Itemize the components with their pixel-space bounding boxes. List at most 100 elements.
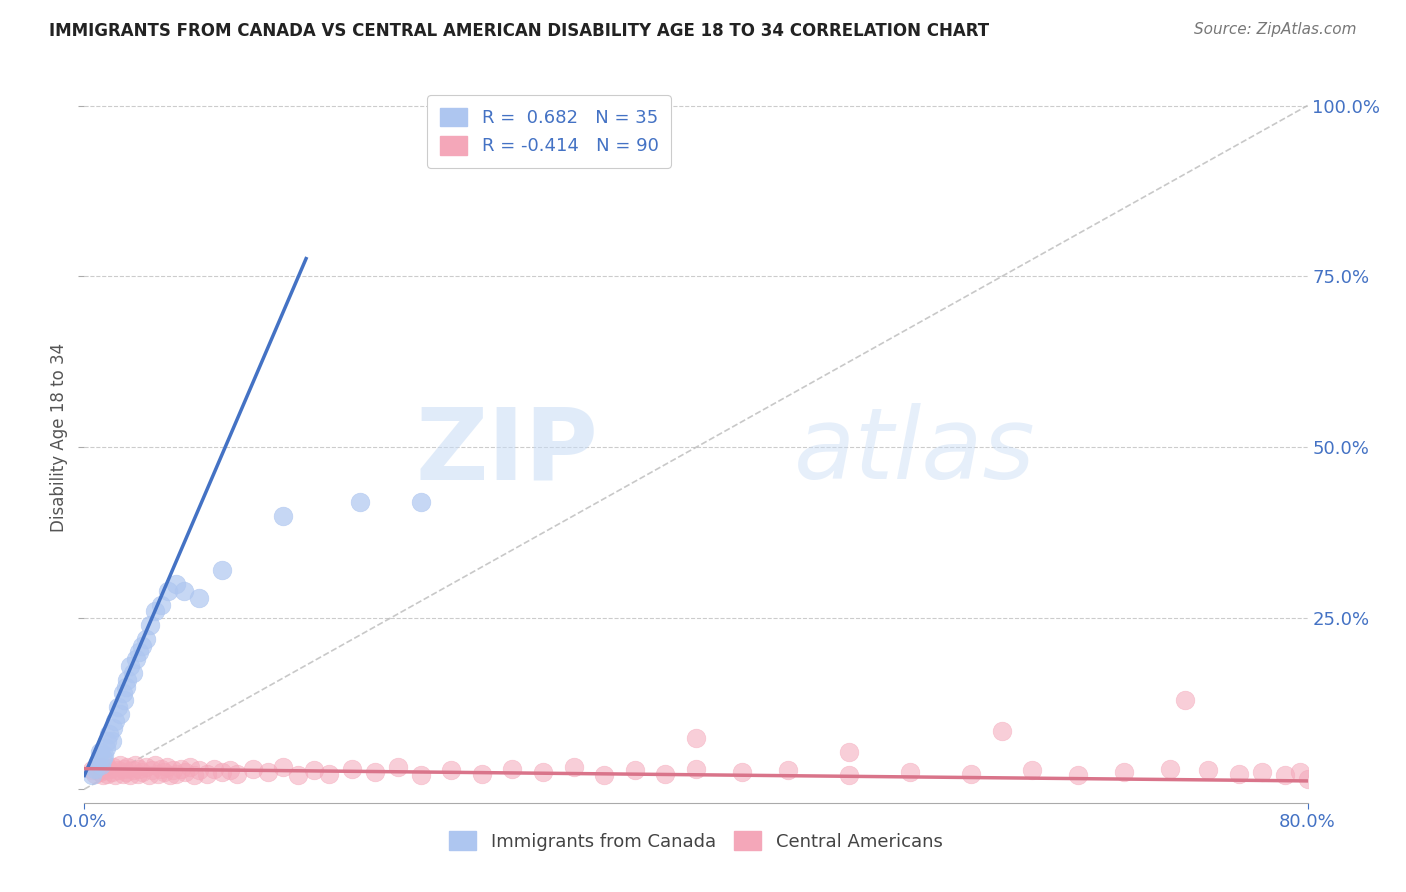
Point (80, 768, 103, 782)
Point (122, 763, 145, 777)
Point (103, 760, 125, 774)
Point (111, 686, 134, 700)
Point (97, 727, 120, 741)
Text: IMMIGRANTS FROM CANADA VS CENTRAL AMERICAN DISABILITY AGE 18 TO 34 CORRELATION C: IMMIGRANTS FROM CANADA VS CENTRAL AMERIC… (49, 22, 990, 40)
Point (409, 768, 432, 782)
Point (87, 762, 110, 776)
Point (159, 768, 181, 782)
Point (226, 767, 249, 781)
Point (188, 763, 211, 777)
Point (188, 591, 211, 605)
Point (89, 745, 111, 759)
Point (173, 583, 195, 598)
Point (153, 765, 176, 780)
Point (143, 758, 166, 772)
Point (340, 762, 363, 776)
Point (271, 760, 294, 774)
Point (120, 768, 142, 782)
Point (211, 563, 233, 577)
Point (1274, 768, 1296, 782)
Point (195, 767, 218, 781)
Point (131, 639, 153, 653)
Point (149, 762, 172, 776)
Point (991, 724, 1014, 739)
Text: atlas: atlas (794, 403, 1035, 500)
Point (1159, 762, 1181, 776)
Text: ZIP: ZIP (415, 403, 598, 500)
Point (257, 765, 280, 780)
Point (93, 763, 115, 777)
Point (349, 495, 371, 509)
Point (90, 760, 112, 774)
Point (502, 762, 524, 776)
Point (125, 652, 148, 666)
Point (302, 763, 325, 777)
Point (531, 765, 554, 780)
Point (242, 762, 264, 776)
Point (94, 758, 117, 772)
Point (94, 741, 117, 756)
Point (96, 734, 118, 748)
Point (128, 645, 150, 659)
Point (1174, 693, 1197, 707)
Point (1227, 767, 1250, 781)
Y-axis label: Disability Age 18 to 34: Disability Age 18 to 34 (49, 343, 67, 532)
Point (107, 700, 129, 714)
Point (128, 762, 150, 776)
Point (108, 758, 131, 772)
Point (87, 755, 110, 769)
Point (90, 758, 112, 772)
Point (202, 762, 225, 776)
Point (84, 762, 107, 776)
Point (139, 618, 162, 632)
Point (776, 763, 799, 777)
Point (165, 767, 187, 781)
Point (131, 765, 153, 780)
Point (287, 768, 309, 782)
Point (149, 598, 172, 612)
Point (1114, 765, 1136, 780)
Point (122, 665, 145, 680)
Point (685, 762, 707, 776)
Point (654, 767, 676, 781)
Point (115, 760, 138, 774)
Point (141, 763, 163, 777)
Point (731, 765, 754, 780)
Point (174, 765, 197, 780)
Point (107, 763, 129, 777)
Point (157, 583, 180, 598)
Point (1289, 765, 1312, 780)
Point (183, 768, 205, 782)
Point (138, 768, 160, 782)
Point (135, 632, 157, 646)
Point (1067, 768, 1090, 782)
Point (170, 762, 193, 776)
Point (112, 762, 135, 776)
Point (96, 767, 118, 781)
Point (593, 768, 616, 782)
Point (93, 747, 115, 762)
Point (211, 765, 233, 780)
Point (127, 767, 149, 781)
Point (624, 763, 647, 777)
Point (101, 765, 124, 780)
Point (165, 577, 187, 591)
Point (104, 768, 127, 782)
Point (562, 760, 585, 774)
Point (124, 758, 146, 772)
Point (162, 763, 184, 777)
Point (108, 706, 131, 721)
Point (143, 604, 166, 618)
Point (838, 768, 860, 782)
Point (111, 767, 134, 781)
Point (364, 765, 387, 780)
Point (898, 765, 921, 780)
Point (101, 734, 124, 748)
Point (114, 765, 136, 780)
Point (135, 760, 157, 774)
Point (84, 767, 107, 781)
Point (120, 659, 142, 673)
Point (103, 721, 125, 735)
Point (104, 714, 127, 728)
Point (80, 763, 103, 777)
